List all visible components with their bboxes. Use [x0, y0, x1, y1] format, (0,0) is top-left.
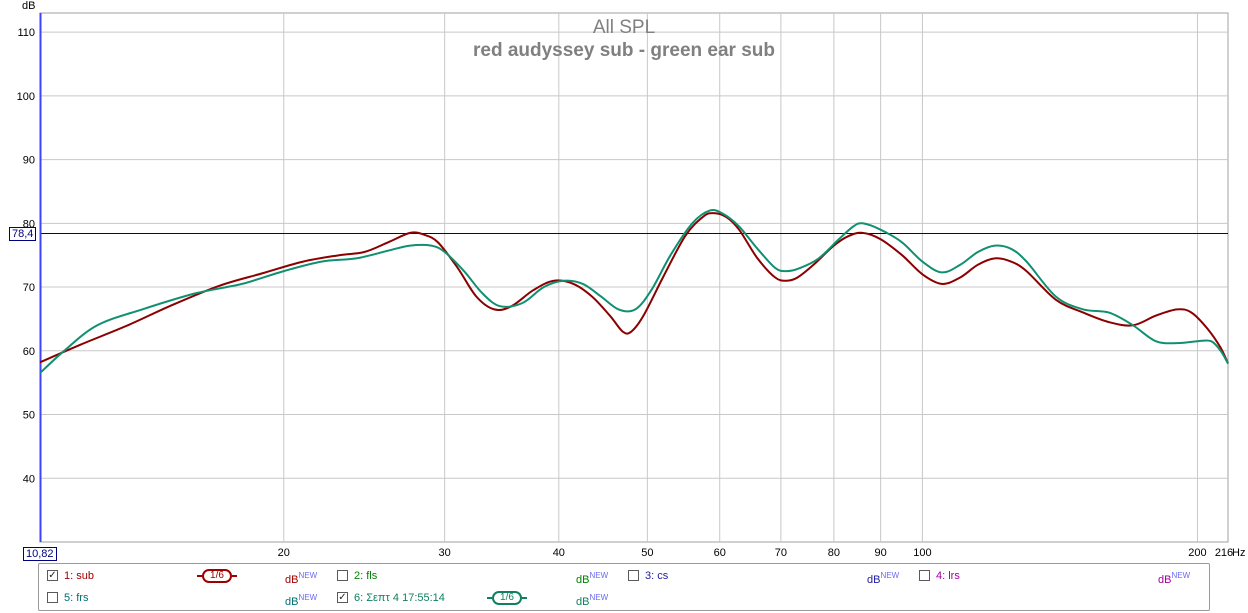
- chart-subtitle: red audyssey sub - green ear sub: [473, 40, 775, 61]
- legend-row-2: 5: frs dBNEW ✓ 6: Σεπτ 4 17:55:14 1/6 dB…: [39, 587, 1209, 609]
- db-new-fls[interactable]: dBNEW: [576, 565, 608, 591]
- x-tick-label: 60: [714, 547, 726, 559]
- x-tick-label: 50: [641, 547, 653, 559]
- db-sup-frs: NEW: [298, 593, 318, 602]
- x-tick-label: 90: [874, 547, 886, 559]
- y-tick-label: 100: [17, 91, 35, 103]
- db-new-frs[interactable]: dBNEW: [285, 587, 317, 613]
- smoothing-badge-sept[interactable]: 1/6: [487, 591, 527, 605]
- db-new-sept[interactable]: dBNEW: [576, 587, 608, 613]
- cursor-y-readout: 78,4: [9, 226, 37, 241]
- x-grid: [283, 13, 1198, 542]
- db-label-sub: dB: [285, 574, 299, 586]
- legend-label-sept: 6: Σεπτ 4 17:55:14: [354, 592, 445, 604]
- x-tick-label: 100: [913, 547, 931, 559]
- checkbox-sub[interactable]: ✓: [47, 570, 58, 581]
- checkbox-frs[interactable]: [47, 592, 58, 603]
- legend-label-cs: 3: cs: [645, 570, 669, 582]
- checkbox-lrs[interactable]: [919, 570, 930, 581]
- legend-row-1: ✓ 1: sub 1/6 dBNEW 2: fls dBNEW 3: cs dB…: [39, 565, 1209, 587]
- x-tick-label: 20: [278, 547, 290, 559]
- checkbox-cs[interactable]: [628, 570, 639, 581]
- y-axis-label: dB: [22, 0, 35, 12]
- series-line-1: [39, 212, 1229, 364]
- y-tick-label: 90: [23, 155, 35, 167]
- y-tick-label: 60: [23, 346, 35, 358]
- plot-area[interactable]: [39, 12, 1229, 543]
- x-tick-label: 30: [439, 547, 451, 559]
- db-label-lrs: dB: [1158, 574, 1172, 586]
- db-label-sept: dB: [576, 596, 590, 608]
- legend-label-frs: 5: frs: [64, 592, 89, 604]
- checkbox-sept[interactable]: ✓: [337, 592, 348, 603]
- y-grid: [40, 31, 1228, 479]
- y-tick-label: 50: [23, 410, 35, 422]
- chart-title: All SPL: [593, 17, 655, 38]
- db-new-cs[interactable]: dBNEW: [867, 565, 899, 591]
- legend-label-lrs: 4: lrs: [936, 570, 960, 582]
- series-line-2: [39, 209, 1229, 374]
- db-sup-sept: NEW: [589, 593, 609, 602]
- db-sup-sub: NEW: [298, 571, 318, 580]
- x-tick-label: 70: [775, 547, 787, 559]
- db-sup-lrs: NEW: [1171, 571, 1191, 580]
- y-tick-label: 40: [23, 473, 35, 485]
- db-sup-cs: NEW: [880, 571, 900, 580]
- y-tick-label: 70: [23, 282, 35, 294]
- db-label-fls: dB: [576, 574, 590, 586]
- legend-label-sub: 1: sub: [64, 570, 94, 582]
- x-tick-label: 216: [1215, 547, 1233, 559]
- legend-panel: ✓ 1: sub 1/6 dBNEW 2: fls dBNEW 3: cs dB…: [38, 563, 1210, 611]
- x-tick-label: 80: [828, 547, 840, 559]
- spl-chart[interactable]: 20 30 40 50 60 70 80 90 100 200 216 40 50 60 70 80 90 10…: [0, 0, 1248, 563]
- smoothing-badge-sub[interactable]: 1/6: [197, 569, 237, 583]
- x-tick-label: 200: [1188, 547, 1206, 559]
- db-new-lrs[interactable]: dBNEW: [1158, 565, 1190, 591]
- y-tick-label: 110: [17, 27, 35, 39]
- db-sup-fls: NEW: [589, 571, 609, 580]
- x-tick-labels: 20 30 40 50 60 70 80 90 100 200 216: [278, 547, 1234, 559]
- series-lines: [39, 209, 1229, 374]
- db-label-cs: dB: [867, 574, 881, 586]
- cursor-x-readout: 10,82: [23, 547, 57, 561]
- checkbox-fls[interactable]: [337, 570, 348, 581]
- db-new-sub[interactable]: dBNEW: [285, 565, 317, 591]
- x-axis-label: Hz: [1232, 547, 1245, 559]
- legend-label-fls: 2: fls: [354, 570, 378, 582]
- db-label-frs: dB: [285, 596, 299, 608]
- x-tick-label: 40: [553, 547, 565, 559]
